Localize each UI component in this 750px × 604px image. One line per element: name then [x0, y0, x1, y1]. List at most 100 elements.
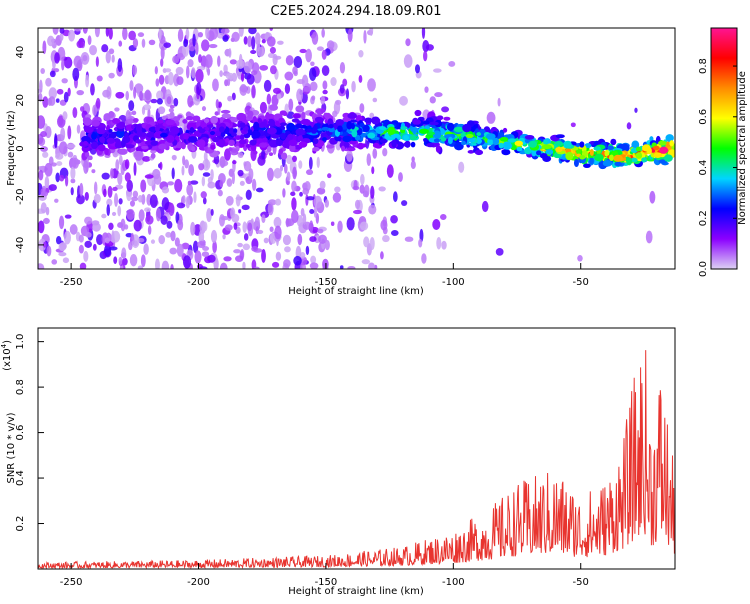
spectrogram-cell	[334, 186, 341, 193]
snr-y-label: SNR (10 * v/v)	[6, 412, 17, 483]
spectrogram-cell	[257, 117, 263, 124]
spectrogram-cell	[177, 219, 184, 231]
spectrogram-cell	[42, 151, 49, 158]
spectrogram-cell	[187, 136, 198, 143]
spectrogram-cell	[308, 156, 313, 170]
spectrogram-cell	[129, 254, 138, 267]
spectrogram-cell	[198, 230, 205, 244]
spectrogram-cell	[185, 116, 194, 121]
spectrogram-cell	[60, 127, 66, 141]
spectrogram-cell	[363, 29, 367, 44]
spectrogram-cell	[303, 86, 311, 92]
spectrogram-cell	[641, 157, 647, 163]
spectrogram-cell	[372, 148, 378, 159]
spectrogram-cell	[286, 111, 295, 119]
spectrogram-cell	[84, 191, 89, 201]
spectrogram-cell	[161, 186, 170, 194]
spectrogram-cell	[316, 46, 324, 51]
spectrogram-cell	[635, 146, 641, 152]
spectrogram-cell	[210, 208, 214, 216]
spectrogram-cell	[132, 117, 139, 123]
spectrogram-cell	[269, 104, 278, 111]
spectrogram-cell	[235, 194, 241, 207]
spectrogram-cell	[145, 215, 154, 225]
spectrogram-cell	[390, 214, 398, 224]
spectrogram-cell	[324, 199, 330, 208]
spectrogram-cell	[154, 66, 158, 75]
spectrogram-cell	[170, 230, 176, 242]
spectrogram-cell	[255, 187, 264, 193]
spectrogram-cell	[61, 58, 65, 71]
spectrogram-cell	[251, 130, 261, 139]
spectrogram-cell	[183, 134, 189, 140]
spectrogram-cell	[155, 78, 160, 87]
spectrogram-cell	[131, 110, 137, 116]
spectrogram-cell	[217, 189, 223, 197]
spectrogram-cell	[81, 135, 91, 143]
spectrogram-cell	[138, 209, 145, 222]
spectrogram-cell	[101, 213, 107, 219]
spectrogram-cell	[247, 110, 254, 119]
spectrogram-cell	[176, 76, 184, 86]
spectrogram-cell	[104, 147, 109, 156]
spectrogram-cell	[249, 139, 257, 146]
spectrogram-cell	[170, 263, 174, 269]
spectrogram-cell	[275, 139, 283, 147]
spectrogram-cell	[231, 170, 235, 185]
spectrogram-cell	[79, 262, 87, 269]
spectrogram-cell	[224, 148, 231, 161]
spectrogram-cell	[83, 160, 89, 174]
spectrogram-cell	[440, 213, 447, 221]
spectrogram-cell	[353, 209, 362, 215]
spectrogram-cell	[251, 178, 257, 191]
spectrogram-cell	[270, 65, 277, 75]
colorbar-tick-label: 0.6	[698, 109, 709, 125]
spectrogram-cell	[251, 84, 256, 98]
spectrogram-cell	[202, 197, 207, 205]
spectrogram-cell	[133, 162, 137, 176]
spectrogram-cell	[486, 111, 496, 124]
spectrogram-cell	[409, 134, 417, 141]
spectrogram-cell	[95, 56, 99, 68]
spectrogram-cell	[313, 206, 317, 218]
spectrogram-cell	[125, 90, 129, 101]
spectrogram-cell	[49, 70, 56, 78]
spectrogram-cell	[324, 112, 332, 120]
spectrogram-cell	[319, 180, 326, 190]
spectrogram-cell	[372, 97, 378, 103]
spectrogram-cell	[129, 200, 136, 207]
spectrogram-cell	[594, 153, 604, 162]
spectrogram-cell	[212, 240, 217, 254]
spectrogram-cell	[198, 163, 205, 171]
spectrogram-cell	[288, 98, 294, 112]
spectrogram-cell	[539, 152, 548, 159]
spectrogram-cell	[602, 160, 613, 167]
colorbar-tick-label: 0.0	[698, 261, 709, 277]
spectrogram-cell	[38, 263, 45, 269]
spectrogram-cell	[474, 149, 484, 156]
spectrogram-cell	[358, 75, 363, 83]
spectrogram-cell	[495, 248, 504, 256]
spectrogram-cell	[361, 259, 371, 265]
spectrogram-cell	[460, 140, 466, 146]
spectrogram-cell	[426, 131, 435, 136]
spectrogram-cell	[72, 67, 80, 81]
spectrogram-cell	[181, 242, 190, 250]
spectrogram-cell	[570, 122, 576, 128]
spectrogram-cell	[68, 29, 76, 42]
spectrogram-cell	[127, 118, 135, 124]
spectrogram-cell	[392, 191, 398, 203]
spectrogram-cell	[313, 124, 318, 132]
spectrogram-cell	[254, 216, 260, 229]
spectrogram-cell	[90, 83, 95, 96]
spectrogram-cell	[487, 137, 493, 146]
spectrogram-cell	[306, 196, 315, 201]
spectrogram-cell	[231, 132, 237, 137]
spectrogram-cell	[196, 139, 206, 148]
spectrogram-cell	[51, 259, 58, 265]
spectrogram-cell	[92, 243, 97, 251]
snr-scale-note: (x104)	[0, 340, 13, 371]
spectrogram-cell	[124, 159, 130, 170]
spectrogram-cell	[84, 240, 92, 248]
spectrogram-cell	[369, 237, 375, 250]
